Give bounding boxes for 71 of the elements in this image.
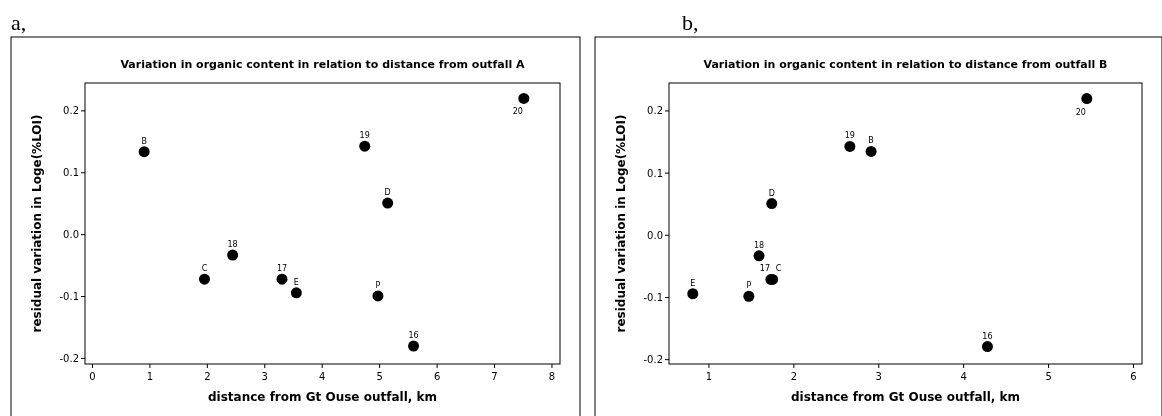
annotation: B bbox=[868, 136, 874, 146]
x-tick-label: 5 bbox=[1045, 371, 1052, 382]
annotation: C bbox=[775, 264, 782, 274]
point bbox=[981, 341, 993, 353]
annotation: P bbox=[746, 281, 752, 291]
text: b, bbox=[682, 10, 699, 35]
point bbox=[753, 250, 765, 262]
y-tick-label: 0.1 bbox=[647, 167, 663, 179]
point bbox=[743, 290, 755, 302]
point bbox=[198, 273, 210, 285]
x-tick-label: 4 bbox=[319, 371, 326, 382]
annotation: D bbox=[768, 188, 775, 198]
x-tick-label: 6 bbox=[1130, 371, 1137, 382]
y-axis-title: residual variation in Loge(%LOI) bbox=[614, 114, 628, 333]
point bbox=[359, 140, 371, 152]
point bbox=[687, 288, 699, 300]
annotation: 19 bbox=[359, 131, 370, 141]
x-tick-label: 7 bbox=[491, 371, 498, 382]
y-tick-label: 0.1 bbox=[63, 167, 79, 179]
annotation: D bbox=[384, 188, 391, 198]
x-tick-label: 1 bbox=[146, 371, 154, 382]
chart-title: Variation in organic content in relation to distance from outfall A bbox=[120, 58, 526, 71]
annotation: E bbox=[293, 277, 299, 287]
annotation: 19 bbox=[844, 131, 855, 141]
annotation: 17 bbox=[759, 264, 770, 274]
annotation: 16 bbox=[982, 331, 993, 341]
annotation: 18 bbox=[753, 240, 765, 250]
point bbox=[227, 249, 239, 261]
annotation: C bbox=[201, 264, 208, 274]
annotation: E bbox=[690, 278, 696, 288]
point bbox=[844, 140, 856, 152]
x-tick-label: 8 bbox=[548, 371, 556, 382]
point bbox=[865, 145, 877, 157]
y-tick-label: -0.2 bbox=[643, 354, 663, 366]
x-tick-label: 4 bbox=[960, 371, 967, 382]
point bbox=[408, 340, 420, 352]
x-tick-label: 2 bbox=[790, 371, 798, 382]
x-tick-label: 3 bbox=[261, 371, 268, 382]
point bbox=[138, 146, 150, 158]
annotation: 17 bbox=[276, 264, 288, 274]
text: a, bbox=[11, 10, 27, 35]
y-tick-label: 0.0 bbox=[63, 229, 79, 241]
point bbox=[382, 197, 394, 209]
x-tick-label: 3 bbox=[875, 371, 882, 382]
annotation: 20 bbox=[512, 107, 523, 117]
x-tick-label: 2 bbox=[204, 371, 211, 382]
x-axis-title: distance from Gt Ouse outfall, km bbox=[791, 390, 1020, 404]
chart-title: Variation in organic content in relation to distance from outfall B bbox=[703, 58, 1108, 71]
y-tick-label: 0.2 bbox=[63, 105, 79, 117]
point bbox=[518, 92, 530, 104]
y-tick-label: 0.0 bbox=[647, 229, 663, 241]
y-tick-label: -0.2 bbox=[59, 352, 79, 364]
annotation: 16 bbox=[408, 331, 419, 341]
y-axis-title: residual variation in Loge(%LOI) bbox=[30, 114, 44, 333]
y-tick-label: 0.2 bbox=[647, 105, 663, 117]
y-tick-label: -0.1 bbox=[643, 291, 663, 303]
annotation: P bbox=[375, 280, 381, 290]
point bbox=[372, 290, 384, 302]
annotation: 18 bbox=[227, 240, 238, 250]
y-tick-label: -0.1 bbox=[59, 291, 79, 303]
annotation: 20 bbox=[1075, 107, 1086, 117]
x-axis-title: distance from Gt Ouse outfall, km bbox=[208, 390, 437, 404]
x-tick-label: 6 bbox=[433, 371, 441, 382]
point bbox=[766, 198, 778, 210]
point bbox=[276, 273, 288, 285]
x-tick-label: 1 bbox=[705, 371, 713, 382]
annotation: B bbox=[141, 136, 147, 146]
x-tick-label: 5 bbox=[376, 371, 383, 382]
x-tick-label: 0 bbox=[89, 371, 96, 382]
point bbox=[1081, 93, 1093, 105]
point bbox=[290, 287, 302, 299]
